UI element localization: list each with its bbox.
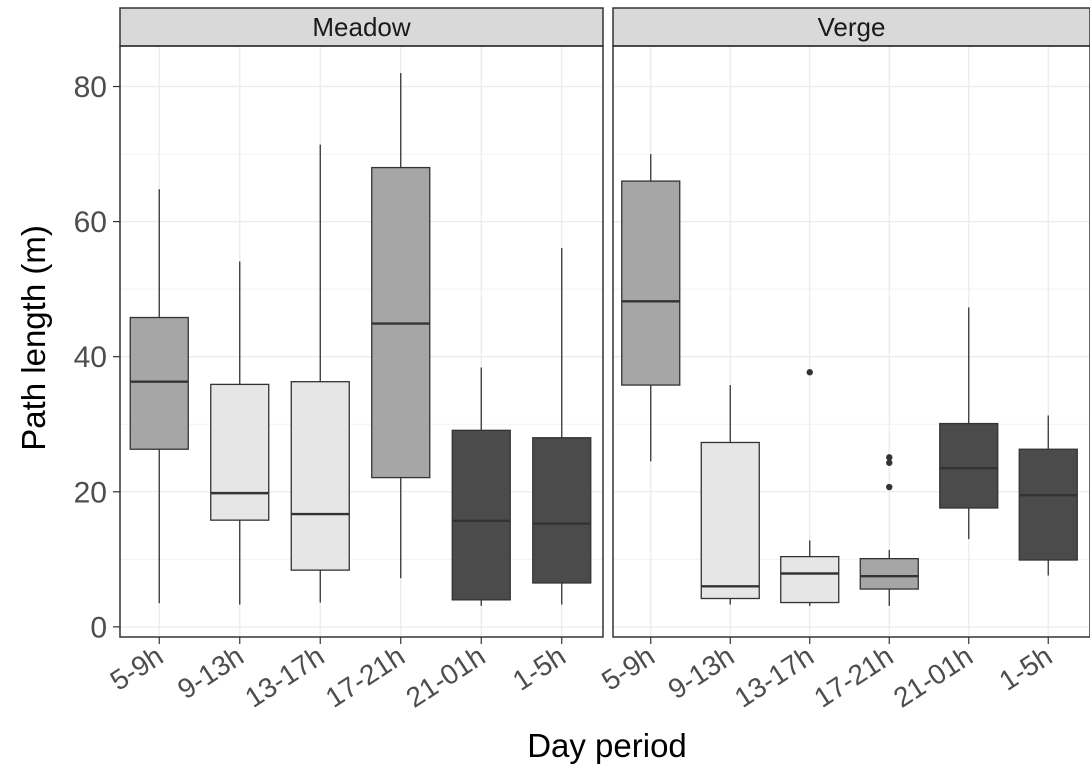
x-tick-label: 5-9h [596, 640, 660, 697]
box-21-01h [939, 307, 999, 540]
x-tick-label: 13-17h [729, 640, 819, 713]
outlier-point [806, 369, 813, 376]
box-13-17h [290, 144, 350, 603]
x-tick-label: 5-9h [105, 640, 169, 697]
box-17-21h [371, 73, 431, 579]
x-tick-label: 17-21h [809, 640, 899, 713]
box-body [290, 381, 350, 571]
box-body [210, 383, 270, 521]
box-9-13h [700, 385, 760, 605]
x-tick-label: 21-01h [888, 640, 978, 713]
box-body [621, 180, 681, 386]
panel-border [612, 45, 1090, 638]
box-5-9h [129, 189, 189, 604]
box-5-9h [621, 154, 681, 462]
panel-background [613, 46, 1090, 637]
x-tick-label: 9-13h [172, 640, 249, 705]
outlier-point [886, 459, 893, 466]
box-17-21h [859, 454, 919, 606]
x-tick-label: 17-21h [320, 640, 410, 713]
box-13-17h [780, 369, 840, 606]
panel-background [120, 46, 603, 637]
box-body [700, 441, 760, 600]
box-9-13h [210, 261, 270, 605]
y-axis-title: Path length (m) [15, 225, 52, 451]
y-tick-label: 20 [74, 476, 107, 509]
x-tick-label: 9-13h [663, 640, 740, 705]
x-tick-label: 13-17h [240, 640, 330, 713]
x-axis-title: Day period [527, 727, 687, 764]
y-tick-label: 80 [74, 71, 107, 104]
box-21-01h [451, 367, 511, 606]
y-tick-label: 60 [74, 206, 107, 239]
box-body [129, 316, 189, 450]
x-tick-label: 1-5h [994, 640, 1058, 697]
box-body [859, 558, 919, 590]
outlier-point [886, 454, 893, 461]
box-1-5h [532, 247, 592, 605]
y-tick-label: 0 [90, 611, 107, 644]
panel-border [119, 45, 604, 638]
x-tick-label: 21-01h [401, 640, 491, 713]
facet-title: Verge [818, 12, 886, 42]
box-body [451, 429, 511, 601]
box-body [780, 555, 840, 604]
box-body [939, 422, 999, 509]
outlier-point [886, 483, 893, 491]
y-tick-label: 40 [74, 341, 107, 374]
box-body [1018, 448, 1078, 561]
facet-title: Meadow [312, 12, 410, 42]
x-tick-label: 1-5h [507, 640, 571, 697]
facet-strip [119, 7, 604, 47]
box-1-5h [1018, 415, 1078, 576]
box-body [532, 437, 592, 584]
